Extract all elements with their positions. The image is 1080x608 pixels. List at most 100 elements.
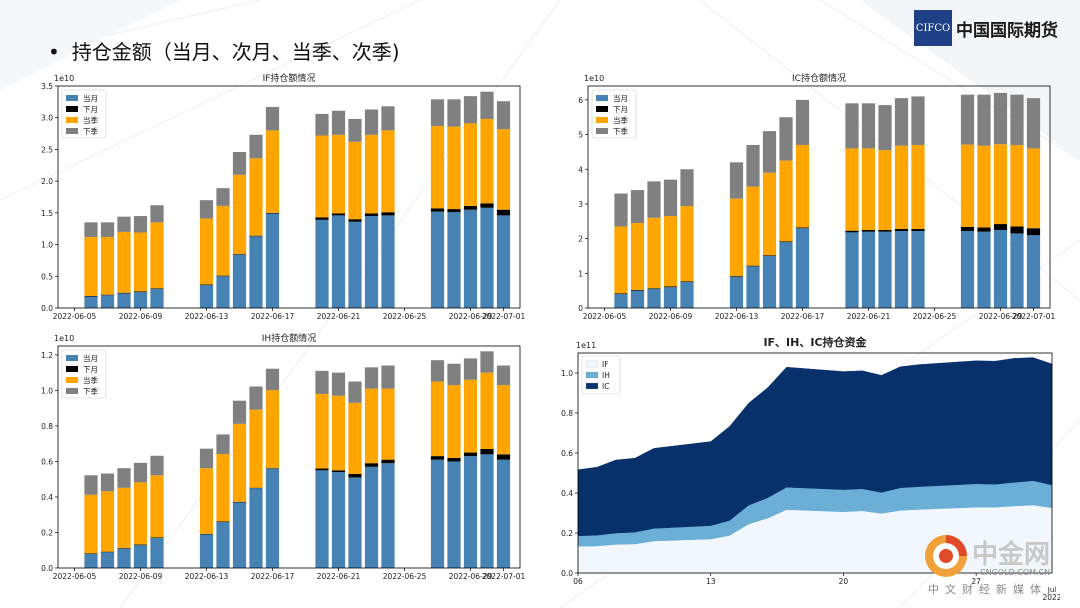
bar-segment	[630, 223, 645, 290]
bar-segment	[364, 466, 379, 568]
bar-segment	[315, 135, 329, 218]
bar-segment	[133, 544, 148, 568]
x-tick-label: 2022-06-13	[715, 312, 759, 321]
bar-segment	[845, 232, 859, 308]
x-tick-label: 2022-07-01	[1012, 312, 1056, 321]
bar-segment	[496, 454, 511, 460]
bar-segment	[1010, 94, 1024, 145]
legend-box	[591, 89, 637, 139]
bar-segment	[729, 276, 744, 277]
bar-segment	[614, 293, 628, 295]
bar-segment	[331, 213, 346, 216]
bar-segment	[331, 134, 346, 214]
bar-segment	[249, 236, 263, 308]
bar-segment	[232, 174, 247, 255]
x-minor-tick-label: Jul	[1047, 586, 1057, 594]
bar-segment	[84, 553, 98, 568]
bar-segment	[84, 553, 98, 554]
bar-segment	[977, 145, 991, 228]
bar-segment	[894, 228, 909, 231]
bar-segment	[216, 275, 230, 277]
bar-segment	[911, 228, 925, 231]
bar-segment	[117, 292, 131, 294]
bar-segment	[249, 487, 263, 489]
legend-swatch	[66, 355, 78, 361]
bar-segment	[364, 134, 379, 214]
x-tick-label: 2022-06-09	[649, 312, 693, 321]
x-tick-label: 20	[839, 577, 849, 586]
bar-segment	[1010, 226, 1024, 234]
x-tick-label: 2022-06-17	[251, 312, 295, 321]
bar-segment	[480, 449, 494, 455]
bar-segment	[430, 459, 445, 568]
bar-segment	[199, 534, 214, 568]
bar-segment	[779, 241, 793, 243]
y-tick-label: 0.0	[41, 564, 53, 573]
bar-segment	[977, 227, 991, 232]
y-tick-label: 2.5	[41, 145, 53, 154]
cngold-name: 中金网	[972, 540, 1051, 570]
bar-segment	[364, 213, 379, 217]
bar-segment	[447, 385, 461, 458]
bar-segment	[265, 468, 280, 568]
bar-segment	[364, 463, 379, 467]
slide-title: • 持仓金额（当月、次月、当季、次季)	[48, 36, 400, 65]
bar-segment	[878, 105, 892, 151]
x-tick-label: 2022-06-17	[781, 312, 825, 321]
bar-segment	[249, 235, 263, 237]
bar-segment	[331, 395, 346, 471]
bar-segment	[762, 172, 777, 256]
bar-segment	[117, 293, 131, 308]
bar-segment	[199, 533, 214, 535]
bar-segment	[348, 141, 362, 220]
legend-swatch	[66, 106, 78, 112]
bar-segment	[630, 190, 645, 224]
bar-segment	[133, 462, 148, 483]
bar-segment	[364, 388, 379, 464]
x-tick-label: 2022-07-01	[482, 312, 526, 321]
legend-swatch	[585, 360, 599, 368]
bar-segment	[84, 494, 98, 554]
bar-segment	[430, 211, 445, 308]
legend-label: IC	[602, 382, 609, 391]
bar-segment	[630, 290, 645, 308]
bar-segment	[630, 289, 645, 291]
bar-segment	[84, 475, 98, 495]
bar-segment	[265, 390, 280, 469]
y-tick-label: 0.2	[41, 528, 53, 537]
bar-segment	[496, 129, 511, 210]
legend-label: 当月	[83, 93, 98, 103]
legend-label: 当季	[83, 115, 98, 125]
bar-segment	[861, 231, 876, 308]
x-tick-label: 2022-06-13	[185, 312, 229, 321]
bar-segment	[100, 295, 115, 308]
bar-segment	[663, 216, 678, 287]
bar-segment	[348, 118, 362, 142]
bar-segment	[430, 381, 445, 457]
legend-swatch	[585, 382, 599, 390]
bar-segment	[795, 144, 810, 228]
bar-segment	[348, 477, 362, 568]
y-tick-label: 0.0	[561, 569, 573, 578]
bar-segment	[249, 488, 263, 568]
bar-segment	[480, 207, 494, 308]
y-exponent-label: 1e11	[576, 341, 596, 350]
bar-segment	[348, 219, 362, 222]
bar-segment	[150, 288, 164, 308]
bar-segment	[729, 162, 744, 199]
bar-segment	[663, 287, 678, 308]
bar-segment	[100, 551, 115, 553]
bar-segment	[878, 231, 892, 308]
bar-segment	[878, 150, 892, 230]
bar-segment	[199, 218, 214, 285]
y-tick-label: 2	[578, 235, 583, 244]
bar-segment	[463, 123, 478, 206]
legend-label: 下月	[83, 105, 98, 114]
bar-segment	[265, 130, 280, 213]
bar-segment	[216, 434, 230, 454]
bar-segment	[150, 205, 164, 223]
plot-frame	[57, 345, 521, 569]
bar-segment	[746, 266, 760, 309]
bar-segment	[680, 281, 694, 308]
bar-segment	[795, 227, 810, 229]
